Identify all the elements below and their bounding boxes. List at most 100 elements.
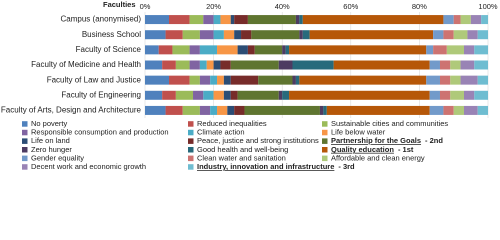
bar-segment (453, 105, 464, 115)
legend-swatch (22, 147, 28, 153)
bar-segment (227, 105, 235, 115)
bar-segment (247, 45, 255, 55)
bar-segment (162, 60, 176, 70)
bar-segment (450, 75, 461, 85)
bar-segment (443, 30, 454, 40)
bar-segment (439, 90, 451, 100)
x-tick-label: 40% (275, 2, 290, 11)
legend-swatch (22, 129, 28, 136)
bar-segment (220, 15, 231, 25)
legend-label: Life below water (331, 128, 386, 137)
bar-segment (460, 60, 475, 70)
legend-name: No poverty (31, 119, 68, 128)
bar-segment (199, 105, 211, 115)
legend-swatch (322, 155, 328, 162)
bar-segment (230, 60, 279, 70)
bar-segment (199, 30, 214, 40)
bar-segment (302, 15, 444, 25)
bar-segment (175, 90, 194, 100)
bar-segment (213, 15, 221, 25)
bar-segment (241, 30, 252, 40)
legend-name: Sustainable cities and communities (331, 119, 448, 128)
bar-segment (429, 60, 440, 70)
bar-segment (182, 30, 200, 40)
bar-segment (254, 45, 283, 55)
bar-segment (145, 90, 163, 100)
bar-segment (199, 60, 207, 70)
legend-swatch (22, 121, 28, 127)
bar-segment (463, 45, 475, 55)
bar-segment (433, 45, 447, 55)
bar-segment (474, 90, 488, 100)
bar-segment (217, 75, 224, 85)
bar-segment (453, 30, 468, 40)
legend-swatch (188, 138, 194, 144)
bar-segment (145, 30, 166, 40)
bar-segment (145, 75, 170, 85)
bar-segment (474, 60, 488, 70)
bar-segment (292, 75, 296, 85)
legend-label: Clean water and sanitation (197, 153, 286, 162)
legend-swatch (322, 129, 328, 136)
legend-label: Affordable and clean energy (331, 153, 425, 162)
y-tick-label: Faculty of Law and Justice (47, 75, 142, 84)
bar-segment (429, 90, 440, 100)
bar-segment (326, 105, 430, 115)
bar-segment (460, 15, 471, 25)
bar-segment (285, 45, 290, 55)
x-tick-label: 100% (478, 2, 498, 11)
legend-label: Decent work and economic growth (31, 162, 146, 171)
legend-label: Sustainable cities and communities (331, 119, 448, 128)
legend-rank: - 3rd (338, 162, 355, 171)
legend-swatch (188, 147, 194, 153)
bar-segment (463, 90, 475, 100)
bar-segment (333, 60, 430, 70)
y-tick-label: Faculty of Medicine and Health (31, 60, 141, 69)
bar-segment (237, 45, 248, 55)
bar-segment (165, 30, 183, 40)
bar-segment (429, 105, 444, 115)
bar-segment (299, 30, 303, 40)
bar-segment (234, 30, 242, 40)
bar-segment (175, 60, 190, 70)
bar-segment (426, 75, 440, 85)
legend-label: No poverty (31, 119, 68, 128)
bar-segment (223, 30, 235, 40)
bar-segment (439, 75, 451, 85)
legend-swatch (322, 121, 328, 127)
x-tick-label: 60% (343, 2, 358, 11)
bar-segment (481, 15, 488, 25)
legend-name: Climate action (197, 128, 245, 137)
legend-swatch (22, 155, 28, 162)
bar-segment (477, 30, 488, 40)
bar-segment (289, 90, 430, 100)
bar-segment (220, 60, 231, 70)
bar-segment (217, 45, 238, 55)
bar-segment (145, 15, 170, 25)
bar-segment (282, 90, 290, 100)
bar-segment (189, 15, 204, 25)
bar-segment (299, 75, 427, 85)
y-tick-label: Faculty of Engineering (61, 90, 141, 99)
bar-segment (278, 60, 293, 70)
bar-segment (237, 90, 279, 100)
bar-segment (477, 75, 488, 85)
bar-segment (282, 45, 286, 55)
bar-segment (289, 45, 427, 55)
bar-segment (258, 75, 293, 85)
bar-segment (203, 15, 214, 25)
bar-segment (213, 30, 224, 40)
legend-label: Quality education - 1st (331, 145, 414, 154)
legend-label: Partnership for the Goals - 2nd (331, 136, 443, 145)
legend-label: Reduced inequalities (197, 119, 267, 128)
bar-segment (467, 30, 478, 40)
bar-segment (206, 60, 214, 70)
legend-swatch (322, 138, 328, 144)
bar-segment (182, 105, 200, 115)
bar-segment (193, 90, 204, 100)
y-tick-label: Faculty of Science (76, 45, 142, 54)
bar-segment (439, 60, 451, 70)
legend-label: Zero hunger (31, 145, 72, 154)
bar-segment (230, 75, 259, 85)
legend-name: Quality education (331, 145, 394, 154)
